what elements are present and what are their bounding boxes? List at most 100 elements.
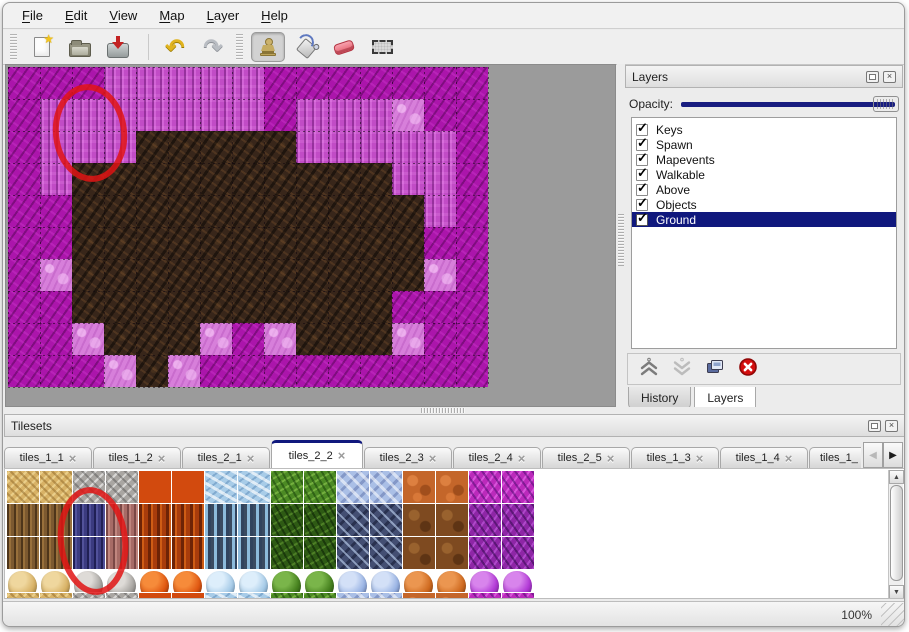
map-tile[interactable] xyxy=(264,291,296,323)
map-tile[interactable] xyxy=(104,291,136,323)
map-tile[interactable] xyxy=(200,131,232,163)
map-tile[interactable] xyxy=(456,67,488,99)
palette-tile[interactable] xyxy=(106,570,138,592)
eraser-tool-button[interactable] xyxy=(327,32,361,62)
layer-visibility-checkbox[interactable]: ✓ xyxy=(636,210,648,226)
map-tile[interactable] xyxy=(200,291,232,323)
map-tile[interactable] xyxy=(8,163,40,195)
palette-tile[interactable] xyxy=(469,471,501,503)
map-tile[interactable] xyxy=(456,291,488,323)
scroll-tabs-left-button[interactable]: ◀ xyxy=(863,442,883,468)
palette-tile[interactable] xyxy=(172,537,204,569)
scroll-down-arrow-icon[interactable]: ▼ xyxy=(889,585,904,598)
map-tile[interactable] xyxy=(232,355,264,387)
map-tile[interactable] xyxy=(136,195,168,227)
palette-tile[interactable] xyxy=(205,593,237,598)
map-tile[interactable] xyxy=(360,195,392,227)
map-tile[interactable] xyxy=(168,291,200,323)
undo-button[interactable]: ↶ xyxy=(158,32,192,62)
map-tile[interactable] xyxy=(264,163,296,195)
map-tile[interactable] xyxy=(328,291,360,323)
map-tile[interactable] xyxy=(360,163,392,195)
map-tile[interactable] xyxy=(328,323,360,355)
map-tile[interactable] xyxy=(40,131,72,163)
map-tile[interactable] xyxy=(296,291,328,323)
palette-tile[interactable] xyxy=(7,471,39,503)
palette-tile[interactable] xyxy=(304,570,336,592)
map-tile[interactable] xyxy=(104,355,136,387)
palette-tile[interactable] xyxy=(205,471,237,503)
map-tile[interactable] xyxy=(360,67,392,99)
map-tile[interactable] xyxy=(104,131,136,163)
palette-tile[interactable] xyxy=(502,471,534,503)
map-tile[interactable] xyxy=(72,67,104,99)
palette-tile[interactable] xyxy=(370,537,402,569)
map-tile[interactable] xyxy=(392,67,424,99)
map-tile[interactable] xyxy=(136,259,168,291)
map-tile[interactable] xyxy=(72,355,104,387)
map-tile[interactable] xyxy=(8,131,40,163)
palette-tile[interactable] xyxy=(7,593,39,598)
palette-tile[interactable] xyxy=(502,570,534,592)
map-tile[interactable] xyxy=(104,67,136,99)
map-tile[interactable] xyxy=(168,227,200,259)
select-tool-button[interactable] xyxy=(365,32,399,62)
map-tile[interactable] xyxy=(8,355,40,387)
map-tile[interactable] xyxy=(424,259,456,291)
fill-tool-button[interactable] xyxy=(289,32,323,62)
map-tile[interactable] xyxy=(40,355,72,387)
close-panel-icon[interactable]: × xyxy=(883,70,896,83)
opacity-slider[interactable] xyxy=(681,96,899,112)
palette-tile[interactable] xyxy=(502,593,534,598)
map-tile[interactable] xyxy=(296,163,328,195)
scroll-tabs-right-button[interactable]: ▶ xyxy=(883,442,903,468)
map-tile[interactable] xyxy=(8,291,40,323)
map-tile[interactable] xyxy=(104,163,136,195)
layer-row-spawn[interactable]: ✓ Spawn xyxy=(632,135,896,152)
map-tile[interactable] xyxy=(264,323,296,355)
redo-button[interactable]: ↷ xyxy=(196,32,230,62)
duplicate-layer-button[interactable] xyxy=(702,357,728,381)
map-tile[interactable] xyxy=(328,227,360,259)
palette-tile[interactable] xyxy=(337,570,369,592)
map-tile[interactable] xyxy=(8,259,40,291)
map-tile[interactable] xyxy=(296,67,328,99)
palette-tile[interactable] xyxy=(106,537,138,569)
map-tile[interactable] xyxy=(168,195,200,227)
palette-tile[interactable] xyxy=(469,537,501,569)
layer-visibility-checkbox[interactable]: ✓ xyxy=(636,150,648,166)
map-tile[interactable] xyxy=(424,67,456,99)
palette-tile[interactable] xyxy=(403,570,435,592)
float-panel-icon[interactable] xyxy=(868,419,881,432)
palette-tile[interactable] xyxy=(238,537,270,569)
palette-tile[interactable] xyxy=(139,593,171,598)
map-tile[interactable] xyxy=(392,195,424,227)
map-tile[interactable] xyxy=(264,195,296,227)
map-tile[interactable] xyxy=(40,259,72,291)
map-tile[interactable] xyxy=(8,227,40,259)
palette-tile[interactable] xyxy=(337,504,369,536)
tileset-tab-tiles-1-3[interactable]: tiles_1_3 × xyxy=(631,447,719,468)
palette-tile[interactable] xyxy=(370,593,402,598)
palette-tile-selected[interactable] xyxy=(73,537,105,569)
map-tile[interactable] xyxy=(200,323,232,355)
palette-tile[interactable] xyxy=(139,504,171,536)
map-tile[interactable] xyxy=(456,131,488,163)
palette-tile[interactable] xyxy=(271,593,303,598)
palette-tile[interactable] xyxy=(304,471,336,503)
tab-close-icon[interactable]: × xyxy=(606,450,615,466)
palette-tile[interactable] xyxy=(436,504,468,536)
tileset-palette[interactable]: ▲ ▼ xyxy=(4,468,904,599)
toolbar-grip[interactable] xyxy=(10,34,17,60)
layer-row-keys[interactable]: ✓ Keys xyxy=(632,120,896,137)
palette-tile[interactable] xyxy=(271,570,303,592)
palette-tile[interactable] xyxy=(40,504,72,536)
palette-tile[interactable] xyxy=(403,471,435,503)
map-tile[interactable] xyxy=(136,163,168,195)
map-tile[interactable] xyxy=(104,195,136,227)
map-tile[interactable] xyxy=(72,323,104,355)
tileset-tab-tiles-2-2[interactable]: tiles_2_2 × xyxy=(271,440,363,468)
map-tile[interactable] xyxy=(328,131,360,163)
map-tile[interactable] xyxy=(72,131,104,163)
map-tile[interactable] xyxy=(328,99,360,131)
